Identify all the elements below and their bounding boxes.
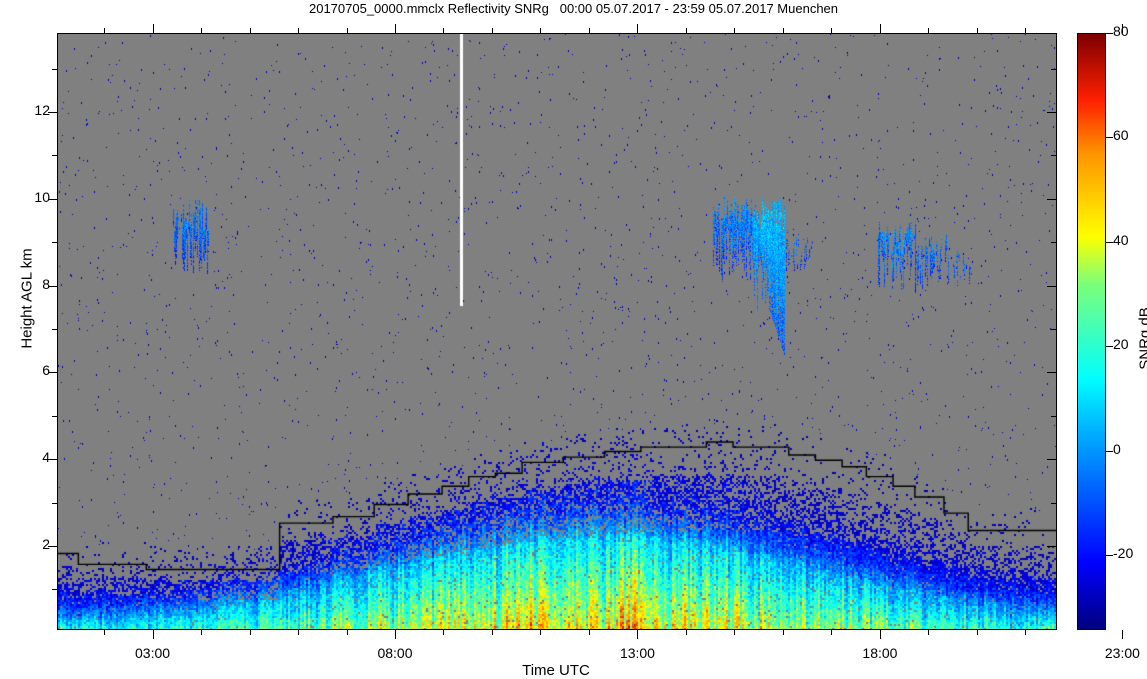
y-tick-minor-right [1051,416,1056,417]
colorbar-tick [1106,137,1113,138]
x-tick-label: 23:00 [1087,645,1147,661]
x-tick-minor [443,630,444,635]
y-tick-label: 4 [10,449,50,465]
colorbar [1077,33,1106,630]
x-tick-minor-top [686,28,687,33]
x-tick-minor [686,630,687,635]
x-tick-minor-top [977,28,978,33]
y-tick-minor-right [1051,503,1056,504]
y-tick-minor [52,329,57,330]
y-tick-label: 10 [10,189,50,205]
x-tick-minor [201,630,202,635]
x-tick-major [395,630,396,639]
y-tick-minor [52,416,57,417]
x-tick-major-top [880,24,881,33]
y-tick-minor [52,242,57,243]
x-tick-minor-top [589,28,590,33]
x-tick-minor-top [201,28,202,33]
colorbar-tick-label: 40 [1113,232,1129,248]
colorbar-tick [1106,346,1113,347]
x-tick-major-top [637,24,638,33]
y-tick-minor [52,69,57,70]
y-tick-major-right [1047,112,1056,113]
y-tick-major-right [1047,199,1056,200]
x-tick-minor [492,630,493,635]
x-tick-major [1122,630,1123,639]
y-tick-minor-right [1051,69,1056,70]
x-tick-label: 03:00 [118,645,188,661]
colorbar-tick [1106,555,1113,556]
x-tick-minor [928,630,929,635]
x-axis-title: Time UTC [57,662,1055,679]
x-tick-minor [298,630,299,635]
x-tick-major-top [153,24,154,33]
y-tick-minor [52,155,57,156]
x-tick-minor [104,630,105,635]
x-tick-minor-top [492,28,493,33]
x-tick-minor [734,630,735,635]
colorbar-tick-label: 20 [1113,336,1129,352]
x-tick-minor [250,630,251,635]
x-tick-minor-top [104,28,105,33]
x-tick-minor-top [783,28,784,33]
x-tick-minor-top [298,28,299,33]
y-tick-minor-right [1051,589,1056,590]
colorbar-canvas [1078,34,1105,629]
y-tick-major-right [1047,459,1056,460]
x-tick-major [880,630,881,639]
x-tick-minor-top [928,28,929,33]
page-title: 20170705_0000.mmclx Reflectivity SNRg 00… [0,1,1147,16]
x-tick-minor-top [831,28,832,33]
y-tick-major-right [1047,372,1056,373]
x-tick-minor-top [250,28,251,33]
colorbar-tick-label: 0 [1113,441,1121,457]
x-tick-minor [977,630,978,635]
x-tick-minor-top [540,28,541,33]
colorbar-tick-label: 60 [1113,127,1129,143]
colorbar-tick [1106,451,1113,452]
y-tick-label: 12 [10,102,50,118]
x-tick-major [637,630,638,639]
y-tick-minor [52,503,57,504]
x-tick-minor [1025,630,1026,635]
x-tick-label: 18:00 [845,645,915,661]
x-tick-minor [831,630,832,635]
x-tick-minor [783,630,784,635]
colorbar-tick [1106,242,1113,243]
y-tick-minor-right [1051,242,1056,243]
y-tick-minor [52,589,57,590]
x-tick-major [153,630,154,639]
x-tick-minor [589,630,590,635]
colorbar-tick-label: -20 [1113,545,1133,561]
x-tick-minor-top [443,28,444,33]
x-tick-minor-top [1025,28,1026,33]
x-tick-major-top [395,24,396,33]
y-tick-minor-right [1051,329,1056,330]
x-tick-minor-top [347,28,348,33]
y-tick-minor-right [1051,155,1056,156]
colorbar-tick-label: 80 [1113,23,1129,39]
y-tick-label: 2 [10,536,50,552]
x-tick-minor [540,630,541,635]
y-axis-title: Height AGL km [19,219,36,379]
x-tick-label: 13:00 [602,645,672,661]
heatmap-canvas [58,34,1056,629]
plot-area [57,33,1057,630]
y-tick-major-right [1047,286,1056,287]
colorbar-tick [1106,33,1113,34]
y-tick-major-right [1047,546,1056,547]
colorbar-title: SNRg dB [1137,279,1147,399]
x-tick-minor [347,630,348,635]
x-tick-minor-top [734,28,735,33]
x-tick-label: 08:00 [360,645,430,661]
